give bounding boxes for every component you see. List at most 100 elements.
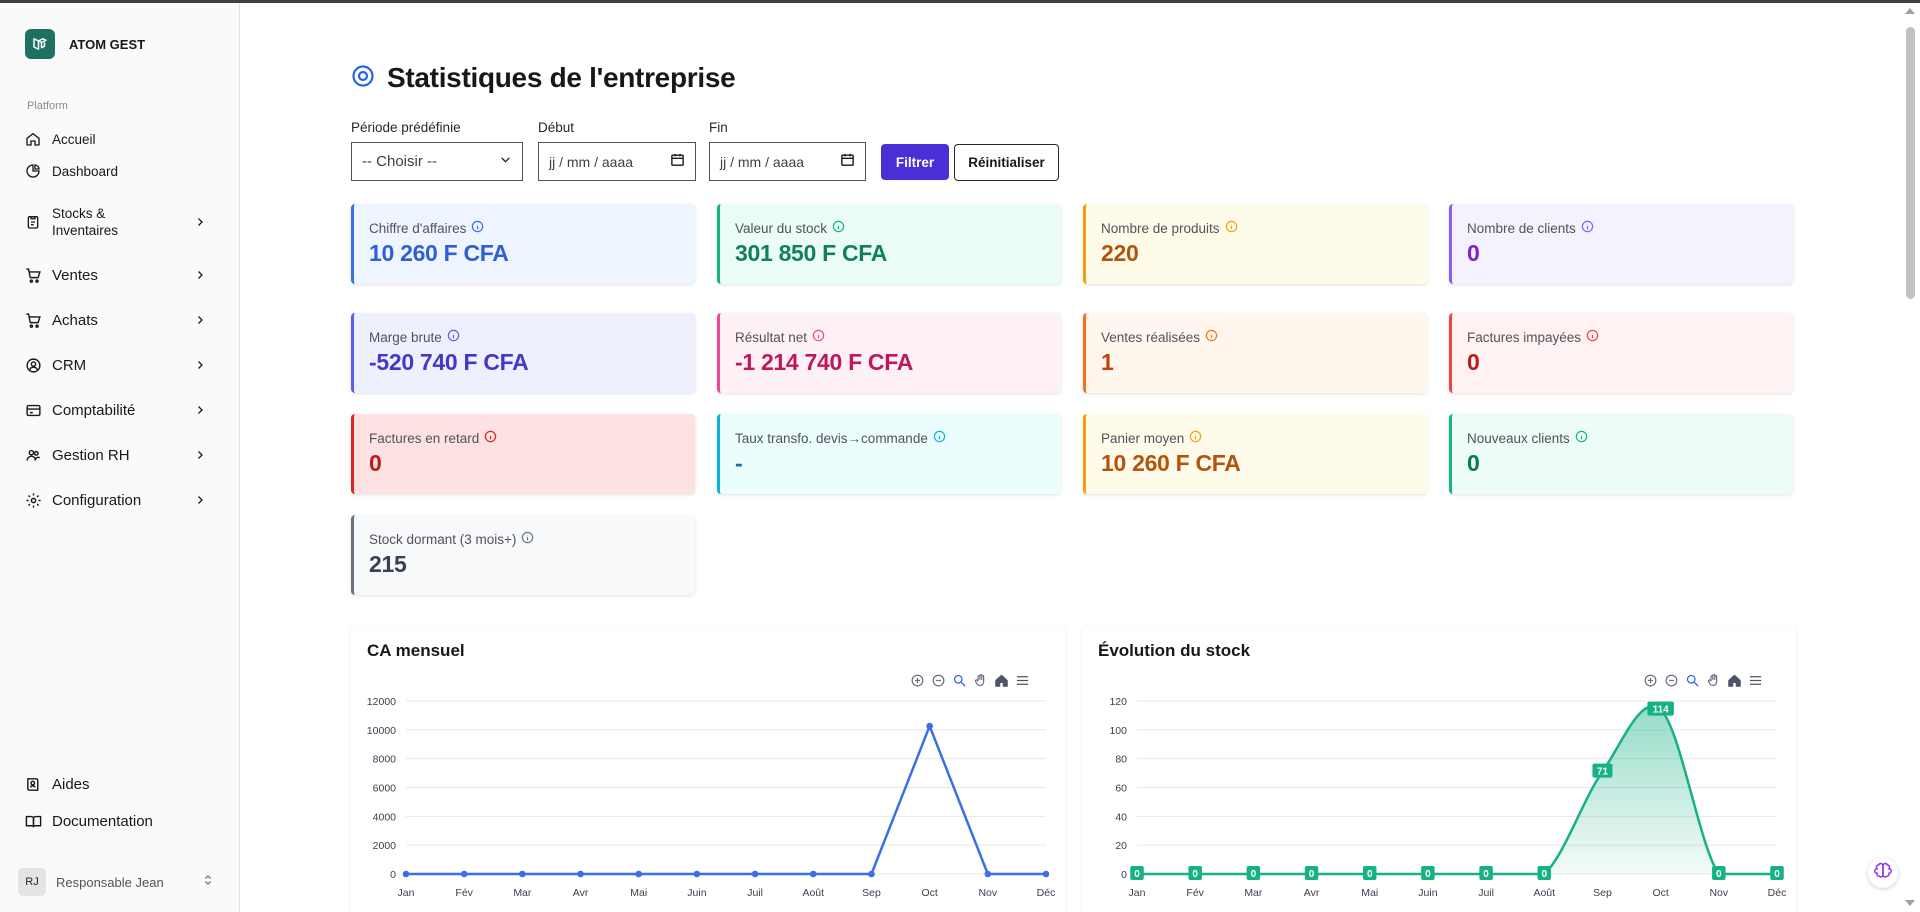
stat-label: Panier moyen [1101,430,1202,446]
info-icon[interactable] [1205,329,1218,345]
sidebar-item-label: Achats [52,311,98,329]
period-select[interactable]: -- Choisir -- [351,142,523,181]
chevron-right-icon [192,312,208,328]
sidebar-item-accueil[interactable]: Accueil [24,130,208,148]
stat-label-text: Nombre de produits [1101,220,1220,236]
zoom-in-icon[interactable] [909,672,926,689]
info-icon[interactable] [1581,220,1594,236]
data-point [751,870,759,878]
data-label-box [1130,866,1144,880]
stat-label-text: Résultat net [735,329,808,345]
sidebar-item-configuration[interactable]: Configuration [24,491,208,509]
data-label: 0 [1251,869,1257,880]
y-tick-label: 4000 [373,811,397,823]
info-icon[interactable] [471,220,484,236]
x-tick-label: Avr [1304,887,1320,899]
data-point [868,870,875,878]
calendar-icon [670,152,685,171]
info-icon[interactable] [933,430,946,446]
x-tick-label: Nov [978,887,997,899]
filter-button[interactable]: Filtrer [881,144,949,180]
page-header: Statistiques de l'entreprise [351,62,736,94]
assistant-button[interactable] [1868,858,1898,888]
y-tick-label: 60 [1115,783,1127,795]
magnifier-icon[interactable] [951,672,968,689]
x-tick-label: Jan [398,887,415,899]
sidebar-item-ventes[interactable]: Ventes [24,266,208,284]
menu-icon[interactable] [1014,672,1031,689]
sidebar-item-label: Ventes [52,266,98,284]
pan-hand-icon[interactable] [972,672,989,689]
pie-chart-icon [24,162,42,180]
zoom-out-icon[interactable] [930,672,947,689]
start-date-placeholder: jj / mm / aaaa [549,153,634,170]
sidebar-item-label: Comptabilité [52,401,136,419]
x-tick-label: Août [802,887,824,899]
sidebar-item-stocks[interactable]: Stocks & Inventaires [24,205,208,239]
stat-value: 10 260 F CFA [369,240,509,266]
credit-card-icon [24,401,42,419]
end-date-input[interactable]: jj / mm / aaaa [709,142,866,181]
stat-card: Factures impayées 0 [1449,313,1793,393]
x-tick-label: Mar [513,887,532,899]
stat-label-text: Factures impayées [1467,329,1582,345]
x-tick-label: Juin [687,887,706,899]
info-icon[interactable] [484,430,497,446]
info-icon[interactable] [1225,220,1238,236]
reset-home-icon[interactable] [993,672,1010,689]
start-date-input[interactable]: jj / mm / aaaa [538,142,696,181]
reset-button[interactable]: Réinitialiser [954,144,1059,181]
info-icon[interactable] [812,329,825,345]
stat-label-text: Nombre de clients [1467,220,1576,236]
zoom-in-icon[interactable] [1642,672,1659,689]
chevrons-up-down-icon [202,873,214,892]
reset-home-icon[interactable] [1726,672,1743,689]
info-icon[interactable] [1575,430,1588,446]
data-label: 0 [1309,869,1315,880]
zoom-out-icon[interactable] [1663,672,1680,689]
stat-card: Stock dormant (3 mois+) 215 [351,515,695,595]
data-label: 0 [1483,869,1489,880]
brand[interactable]: ATOM GEST [25,29,145,59]
info-icon[interactable] [1586,329,1599,345]
info-icon[interactable] [832,220,845,236]
stat-label-text: Stock dormant (3 mois+) [369,531,517,547]
stat-label-text: Valeur du stock [735,220,828,236]
menu-icon[interactable] [1747,672,1764,689]
sidebar-item-aides[interactable]: Aides [24,775,208,793]
scrollbar-track[interactable] [1901,0,1920,912]
stat-value: 215 [369,551,407,577]
chart-svg: 0 20 40 60 80 100 120 Jan Fév Mar Avr Mai Juin Juil Ao… [1109,696,1786,899]
chart-svg: 0 2000 4000 6000 8000 10000 12000 Jan Fév Mar Avr M… [367,696,1056,899]
stat-label-text: Chiffre d'affaires [369,220,467,236]
sidebar-item-gestion-rh[interactable]: Gestion RH [24,446,208,464]
scrollbar-thumb[interactable] [1906,27,1915,299]
x-tick-label: Mai [630,887,647,899]
sidebar-item-achats[interactable]: Achats [24,311,208,329]
sidebar-item-dashboard[interactable]: Dashboard [24,162,208,180]
y-tick-label: 40 [1115,811,1127,823]
sidebar-item-documentation[interactable]: Documentation [24,812,208,830]
sidebar-item-label: Dashboard [52,163,119,179]
info-icon[interactable] [521,531,534,547]
scroll-down-arrow[interactable] [1905,900,1915,906]
stat-card: Marge brute -520 740 F CFA [351,313,695,393]
info-icon[interactable] [1189,430,1202,446]
home-icon [24,130,42,148]
sidebar-section-label: Platform [27,100,68,112]
scroll-up-arrow[interactable] [1905,8,1915,14]
magnifier-icon[interactable] [1684,672,1701,689]
stat-card: Résultat net -1 214 740 F CFA [717,313,1061,393]
data-label-box [1647,701,1674,716]
user-menu[interactable]: RJ Responsable Jean [18,868,214,896]
info-icon[interactable] [447,329,460,345]
chart-toolbar [909,672,1031,689]
sidebar-item-crm[interactable]: CRM [24,356,208,374]
sidebar-item-comptabilite[interactable]: Comptabilité [24,401,208,419]
pan-hand-icon[interactable] [1705,672,1722,689]
y-tick-label: 100 [1109,725,1127,737]
stat-label: Taux transfo. devis→commande [735,430,946,446]
stat-label-text: Ventes réalisées [1101,329,1201,345]
area-fill [1137,706,1777,874]
stat-card: Factures en retard 0 [351,414,695,494]
